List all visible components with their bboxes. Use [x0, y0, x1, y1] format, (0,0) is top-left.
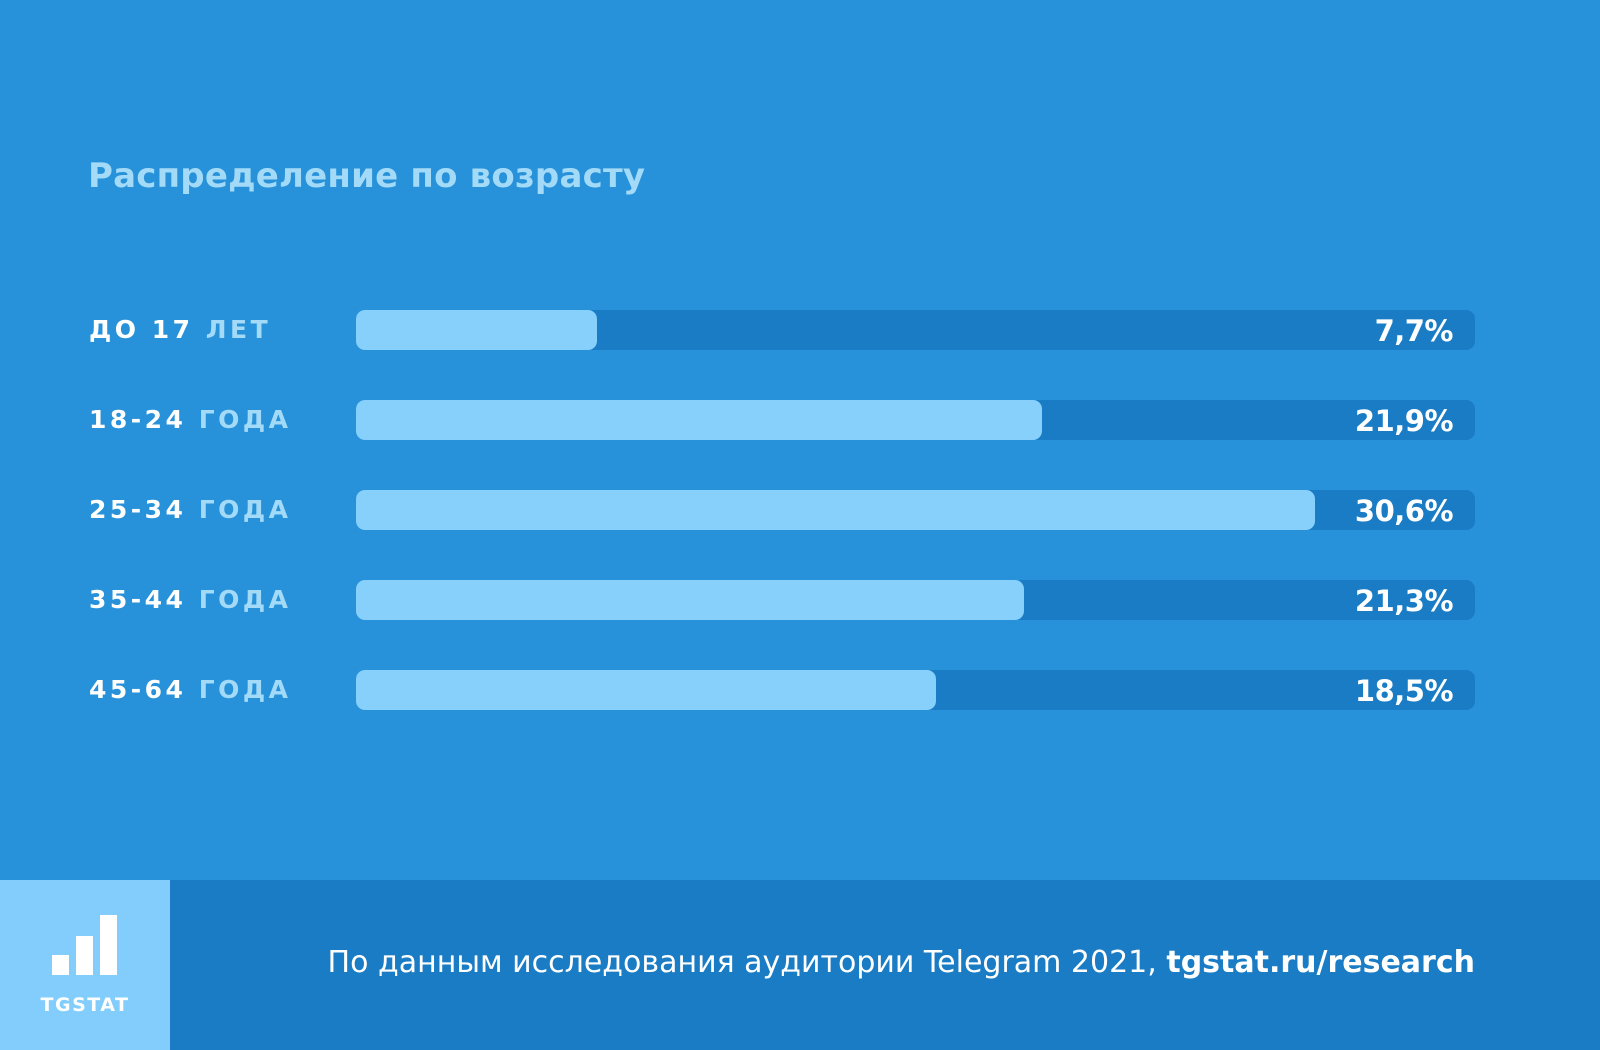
- category-label: 25-34 ГОДА: [89, 495, 292, 524]
- logo-text: TGSTAT: [40, 994, 130, 1016]
- source-note: По данным исследования аудитории Telegra…: [328, 880, 1475, 1050]
- bar-track: 18,5%: [356, 670, 1475, 710]
- bar-chart-icon: [52, 915, 118, 975]
- bar-row: 45-64 ГОДА 18,5%: [0, 670, 1600, 710]
- chart-title: Распределение по возрасту: [88, 156, 646, 196]
- bar-track: 21,9%: [356, 400, 1475, 440]
- bar-fill: [356, 310, 598, 350]
- value-label: 30,6%: [1354, 494, 1454, 528]
- source-text: По данным исследования аудитории Telegra…: [327, 945, 1157, 980]
- category-label: 45-64 ГОДА: [89, 675, 292, 704]
- bar-fill: [356, 400, 1043, 440]
- bar-row: 25-34 ГОДА 30,6%: [0, 490, 1600, 530]
- footer: TGSTAT По данным исследования аудитории …: [0, 880, 1600, 1050]
- tgstat-logo: TGSTAT: [0, 880, 170, 1050]
- value-label: 21,9%: [1354, 404, 1454, 438]
- bar-track: 21,3%: [356, 580, 1475, 620]
- bar-row: 35-44 ГОДА 21,3%: [0, 580, 1600, 620]
- category-label: ДО 17 ЛЕТ: [89, 315, 272, 344]
- bar-fill: [356, 580, 1024, 620]
- value-label: 18,5%: [1354, 674, 1454, 708]
- bar-fill: [356, 490, 1316, 530]
- category-label: 18-24 ГОДА: [89, 405, 292, 434]
- category-label: 35-44 ГОДА: [89, 585, 292, 614]
- bar-row: 18-24 ГОДА 21,9%: [0, 400, 1600, 440]
- value-label: 21,3%: [1354, 584, 1454, 618]
- source-link[interactable]: tgstat.ru/research: [1166, 945, 1475, 980]
- bar-track: 30,6%: [356, 490, 1475, 530]
- bar-track: 7,7%: [356, 310, 1475, 350]
- value-label: 7,7%: [1374, 314, 1454, 348]
- bar-fill: [356, 670, 936, 710]
- bar-row: ДО 17 ЛЕТ 7,7%: [0, 310, 1600, 350]
